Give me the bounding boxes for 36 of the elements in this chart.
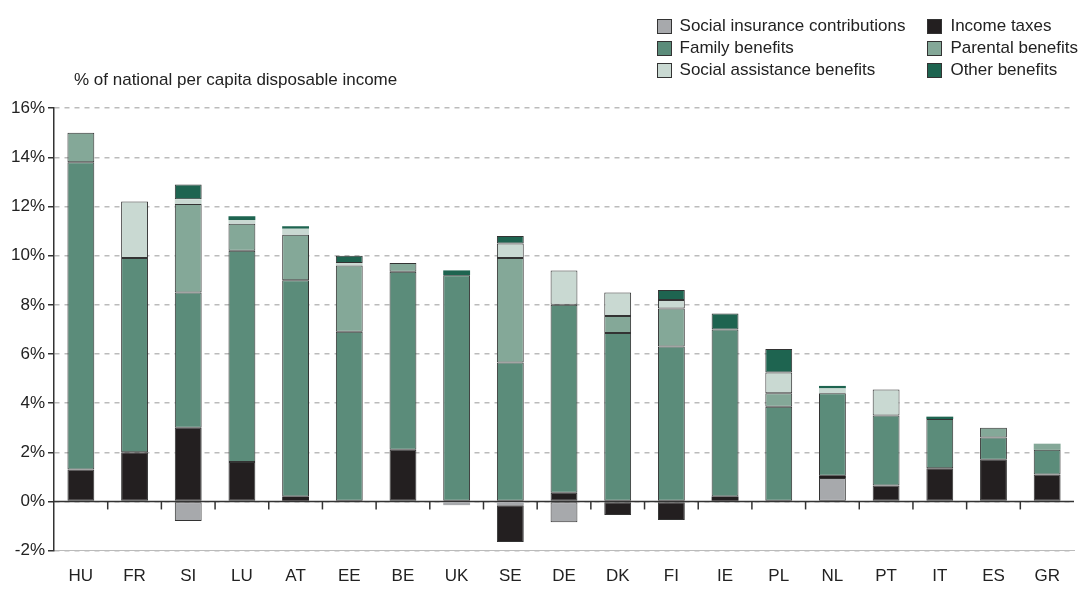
- x-tick-label: NL: [821, 566, 844, 586]
- y-tick-label: 2%: [20, 441, 46, 461]
- x-tick-label: SE: [498, 566, 522, 586]
- x-tick-label: SI: [180, 566, 197, 586]
- x-tick-label: UK: [444, 566, 470, 586]
- x-tick-label: EE: [337, 566, 361, 586]
- x-tick-label: FR: [123, 566, 146, 586]
- x-tick-label: AT: [285, 566, 306, 586]
- y-tick-label: 10%: [10, 245, 46, 265]
- y-tick-label: 0%: [20, 491, 46, 511]
- y-tick-label: 16%: [10, 97, 46, 117]
- x-tick-label: FI: [663, 566, 679, 586]
- y-tick-label: -2%: [14, 540, 46, 560]
- y-axis-title: % of national per capita disposable income: [74, 70, 398, 90]
- x-tick-label: DK: [605, 566, 631, 586]
- legend-label: Income taxes: [950, 16, 1052, 36]
- y-tick-label: 8%: [20, 294, 46, 314]
- x-tick-label: ES: [982, 566, 1005, 586]
- y-tick-label: 14%: [10, 147, 46, 167]
- x-tick-label: PT: [875, 566, 897, 586]
- legend-label: Social assistance benefits: [679, 60, 876, 80]
- x-tick-label: BE: [391, 566, 415, 586]
- x-tick-label: IE: [717, 566, 734, 586]
- x-tick-label: PL: [768, 566, 790, 586]
- y-tick-label: 4%: [20, 392, 46, 412]
- legend-label: Other benefits: [950, 60, 1058, 80]
- y-tick-label: 12%: [10, 196, 46, 216]
- x-tick-label: DE: [552, 566, 576, 586]
- legend-label: Social insurance contributions: [679, 16, 906, 36]
- x-tick-label: LU: [231, 566, 253, 586]
- x-tick-label: GR: [1034, 566, 1060, 586]
- legend-label: Parental benefits: [950, 38, 1078, 58]
- x-tick-label: HU: [68, 566, 94, 586]
- legend-label: Family benefits: [679, 38, 794, 58]
- x-tick-label: IT: [932, 566, 948, 586]
- y-tick-label: 6%: [20, 343, 46, 363]
